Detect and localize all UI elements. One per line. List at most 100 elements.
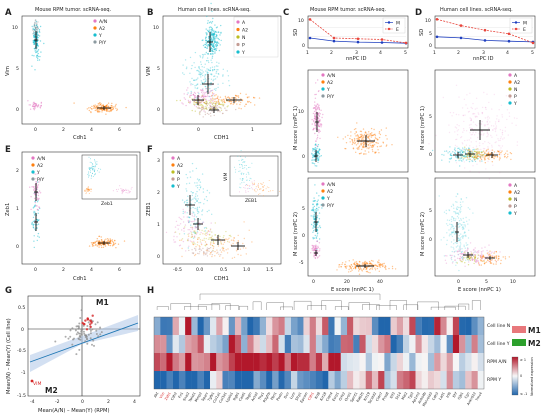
data-point-a2	[380, 145, 382, 147]
data-point-a	[201, 95, 204, 97]
data-point-a	[486, 117, 489, 119]
data-point-a	[487, 150, 489, 153]
heatmap-cell	[253, 371, 260, 389]
data-point-a2	[253, 97, 255, 99]
heatmap-cell	[390, 317, 397, 335]
data-point-y	[36, 201, 39, 203]
data-point-y	[33, 235, 35, 237]
data-point-y	[187, 92, 189, 94]
data-point-p-y	[33, 23, 36, 25]
data-point-a	[475, 131, 477, 134]
heatmap-cell	[471, 335, 478, 353]
data-point-n	[230, 235, 232, 238]
data-point-y	[214, 52, 216, 54]
data-point-y	[36, 51, 38, 53]
inset-point-y	[249, 179, 251, 181]
data-point-n	[206, 104, 208, 107]
inset-point-a2	[266, 186, 268, 188]
inset-point-a2	[84, 190, 86, 192]
gene-label: Gjb1	[457, 392, 464, 401]
heatmap-cell	[191, 317, 198, 335]
data-point-a	[491, 255, 494, 257]
data-point-y	[450, 157, 452, 160]
data-point-a2	[497, 150, 499, 152]
gene-point	[96, 321, 99, 324]
dendrogram-branch	[225, 305, 239, 310]
panel-d-line-xlabel: nnPC ID	[473, 56, 494, 62]
inset-point-a	[251, 187, 253, 189]
data-point-n	[203, 102, 205, 104]
data-point-a2	[379, 264, 382, 266]
inset-point-y	[241, 179, 243, 181]
data-point-y	[458, 250, 460, 252]
data-point-y	[453, 229, 455, 231]
panel-b-y-label: VIM	[146, 66, 152, 76]
data-point-y	[443, 154, 445, 156]
data-point-p-y	[35, 23, 38, 25]
data-point-a2	[111, 109, 114, 111]
heatmap-cell	[303, 335, 310, 353]
data-point-a	[445, 262, 448, 264]
data-point-y	[196, 182, 198, 184]
data-point-a2	[369, 139, 371, 141]
data-point-a2	[370, 267, 372, 270]
data-point-a	[472, 131, 474, 134]
data-point-a2	[358, 138, 360, 141]
data-point-a	[205, 100, 207, 102]
data-point-a2	[362, 141, 365, 144]
inset-point-y	[92, 163, 94, 165]
data-point-y	[473, 159, 476, 161]
data-point-a	[194, 97, 196, 99]
data-point-a	[205, 91, 207, 94]
data-point-a2	[363, 145, 365, 148]
data-point-a2	[210, 101, 212, 103]
data-point-a	[478, 149, 480, 151]
data-point-p	[215, 104, 217, 106]
heatmap-cell	[278, 335, 285, 353]
data-point-a	[176, 236, 178, 238]
data-point-a2	[361, 145, 364, 148]
data-point-a2	[361, 133, 363, 136]
heatmap-cell	[347, 353, 354, 371]
panel-c-bottom-frame	[307, 177, 409, 277]
data-point-n	[474, 154, 476, 157]
data-point-y	[214, 44, 217, 46]
panel-label-a: A	[5, 8, 12, 18]
data-point-a2	[372, 141, 374, 144]
data-point-y	[450, 220, 453, 223]
data-point-p	[208, 247, 210, 250]
data-point-y	[185, 199, 188, 202]
data-point-a	[499, 137, 502, 140]
data-point-a2	[248, 100, 250, 103]
panel-h-legend: M1 M2	[512, 326, 541, 348]
data-point-y	[208, 61, 210, 64]
data-point-a2	[359, 264, 361, 266]
data-point-a	[475, 260, 477, 262]
data-point-a2	[223, 100, 226, 102]
panel-label-d: D	[415, 8, 422, 18]
data-point-a2	[376, 146, 379, 148]
data-point-y	[316, 215, 319, 217]
data-point-a2	[357, 263, 359, 266]
data-point-y	[475, 156, 477, 158]
data-point-a	[491, 136, 493, 138]
data-point-n	[202, 104, 204, 107]
heatmap-cell	[459, 335, 466, 353]
data-point-a	[455, 138, 457, 141]
data-point-n	[469, 158, 471, 161]
data-point-a2	[380, 129, 383, 131]
data-point-a	[488, 244, 490, 246]
data-point-a2	[345, 261, 347, 263]
series-point-m	[356, 40, 360, 44]
panel-d-bottom-ylabel: M score (nnPC 2)	[420, 212, 426, 256]
data-point-a-n	[311, 249, 314, 251]
data-point-a	[460, 136, 462, 139]
data-point-a	[189, 226, 192, 229]
data-point-y	[473, 148, 475, 151]
data-point-a2	[367, 136, 369, 138]
colorbar-max-label: ≥ 1	[520, 358, 526, 362]
data-point-p-y	[34, 33, 36, 35]
data-point-p	[195, 249, 197, 252]
data-point-y	[205, 79, 207, 81]
data-point-a-n	[317, 122, 319, 125]
